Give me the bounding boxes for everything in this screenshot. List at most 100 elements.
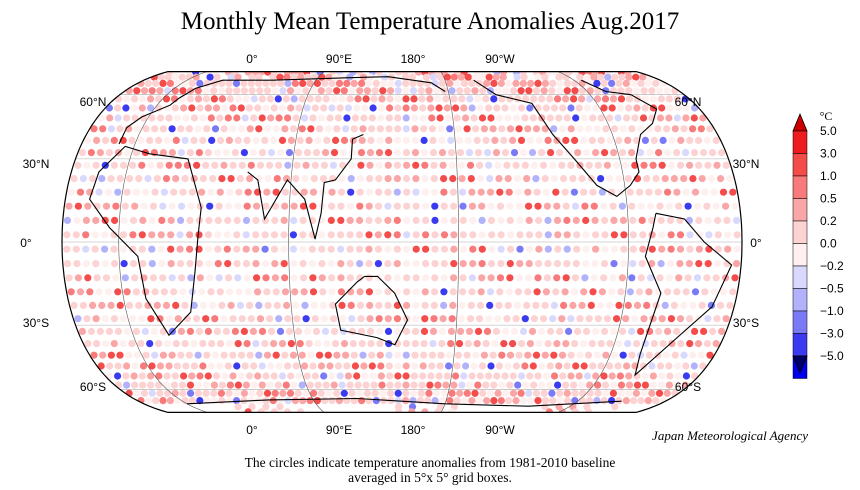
- anomaly-dot: [198, 288, 206, 296]
- anomaly-dot: [322, 381, 330, 389]
- anomaly-dot: [314, 136, 322, 144]
- anomaly-dot: [375, 301, 383, 309]
- anomaly-dot: [299, 202, 308, 210]
- anomaly-dot: [328, 397, 336, 405]
- anomaly-dot: [82, 260, 90, 268]
- anomaly-dot: [674, 372, 682, 380]
- anomaly-dot: [558, 125, 567, 133]
- anomaly-dot: [403, 161, 411, 169]
- anomaly-dot: [563, 114, 571, 122]
- anomaly-dot: [426, 95, 434, 103]
- anomaly-dot: [95, 288, 103, 296]
- anomaly-dot: [384, 202, 392, 210]
- anomaly-dot: [422, 216, 430, 224]
- legend-label: −5.0: [820, 349, 844, 363]
- anomaly-dot: [190, 136, 198, 144]
- anomaly-dot: [600, 104, 608, 112]
- anomaly-dot: [305, 340, 313, 348]
- legend-swatch: [792, 288, 808, 312]
- anomaly-dot: [365, 188, 373, 196]
- anomaly-dot: [528, 327, 537, 335]
- anomaly-dot: [609, 202, 617, 210]
- anomaly-dot: [165, 315, 173, 323]
- anomaly-dot: [515, 202, 523, 210]
- anomaly-dot: [216, 188, 224, 196]
- anomaly-dot: [177, 260, 185, 268]
- anomaly-dot: [179, 288, 187, 296]
- anomaly-dot: [318, 231, 326, 239]
- anomaly-dot: [290, 274, 298, 282]
- anomaly-dot: [144, 301, 152, 309]
- anomaly-dot: [535, 136, 543, 144]
- anomaly-dot: [478, 114, 487, 122]
- anomaly-dot: [611, 73, 619, 81]
- anomaly-dot: [615, 175, 623, 183]
- anomaly-dot: [544, 245, 552, 253]
- anomaly-dot: [409, 397, 417, 405]
- anomaly-dot: [159, 125, 167, 133]
- anomaly-dot: [519, 79, 527, 87]
- anomaly-dot: [597, 362, 605, 370]
- anomaly-dot: [187, 389, 195, 397]
- anomaly-dot: [690, 114, 698, 122]
- anomaly-dot: [186, 149, 194, 157]
- anomaly-dot: [290, 202, 298, 210]
- anomaly-dot: [450, 202, 458, 210]
- anomaly-dot: [374, 245, 382, 253]
- anomaly-dot: [334, 362, 342, 370]
- anomaly-dot: [340, 389, 348, 397]
- anomaly-dot: [275, 362, 283, 370]
- anomaly-dot: [290, 381, 298, 389]
- anomaly-dot: [440, 231, 449, 239]
- anomaly-dot: [698, 175, 706, 183]
- anomaly-dot: [403, 175, 411, 183]
- anomaly-dot: [299, 216, 307, 224]
- anomaly-dot: [462, 362, 470, 370]
- anomaly-dot: [450, 381, 458, 389]
- anomaly-dot: [221, 372, 229, 380]
- lon-label-top-90w: 90°W: [485, 52, 515, 66]
- anomaly-dot: [606, 362, 614, 370]
- anomaly-dot: [547, 149, 555, 157]
- anomaly-dot: [224, 216, 232, 224]
- anomaly-dot: [346, 381, 354, 389]
- anomaly-dot: [446, 351, 454, 359]
- anomaly-dot: [148, 245, 156, 253]
- anomaly-dot: [186, 327, 194, 335]
- anomaly-dot: [79, 175, 87, 183]
- anomaly-dot: [563, 362, 571, 370]
- anomaly-dot: [449, 301, 457, 309]
- anomaly-dot: [344, 372, 352, 380]
- anomaly-dot: [290, 260, 298, 268]
- anomaly-dot: [149, 202, 157, 210]
- anomaly-dot: [229, 161, 237, 169]
- anomaly-dot: [72, 231, 80, 239]
- anomaly-dot: [438, 149, 447, 157]
- anomaly-dot: [231, 149, 239, 157]
- anomaly-dot: [159, 202, 167, 210]
- anomaly-dot: [567, 125, 575, 133]
- anomaly-dot: [324, 125, 332, 133]
- anomaly-dot: [546, 114, 554, 122]
- anomaly-dot: [168, 274, 176, 282]
- anomaly-dot: [162, 95, 171, 103]
- anomaly-dot: [328, 202, 336, 210]
- anomaly-dot: [338, 95, 346, 103]
- anomaly-dot: [562, 73, 570, 81]
- anomaly-dot: [460, 104, 468, 112]
- anomaly-dot: [412, 216, 420, 224]
- anomaly-dot: [482, 95, 490, 103]
- anomaly-dot: [563, 231, 571, 239]
- anomaly-dot: [403, 274, 411, 282]
- anomaly-dot: [722, 202, 730, 210]
- anomaly-dot: [486, 175, 494, 183]
- anomaly-dot: [212, 372, 221, 380]
- anomaly-dot: [244, 188, 252, 196]
- anomaly-dot: [306, 95, 314, 103]
- anomaly-dot: [326, 362, 334, 370]
- anomaly-dot: [640, 315, 648, 323]
- anomaly-dot: [258, 362, 266, 370]
- anomaly-dot: [495, 362, 503, 370]
- anomaly-dot: [485, 315, 493, 323]
- anomaly-dot: [317, 362, 326, 370]
